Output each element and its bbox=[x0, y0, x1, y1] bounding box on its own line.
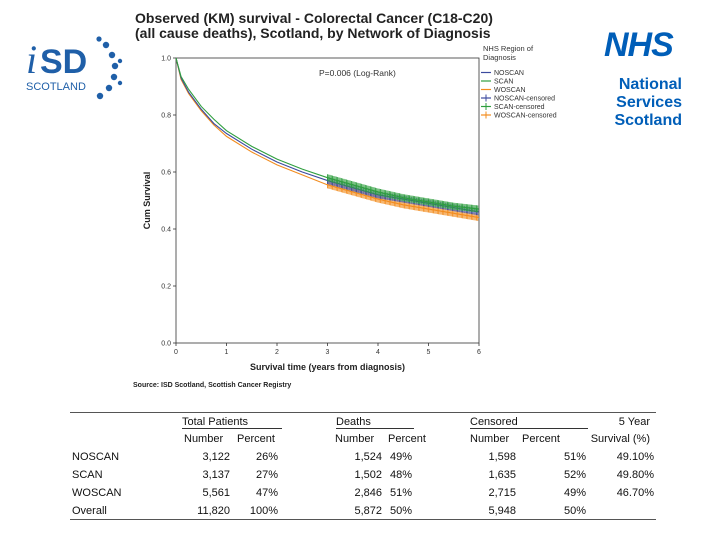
header-censored: Censored bbox=[470, 416, 588, 429]
table-cell-d-n: 1,502 bbox=[354, 469, 382, 481]
table-cell-tp-p: 100% bbox=[249, 505, 278, 517]
table-cell-tp-n: 11,820 bbox=[197, 505, 230, 517]
table-cell-d-n: 1,524 bbox=[354, 451, 382, 463]
table-cell-c-p: 50% bbox=[563, 505, 586, 517]
table-cell-tp-p: 27% bbox=[255, 469, 278, 481]
table-cell-c-p: 52% bbox=[563, 469, 586, 481]
table-cell-c-p: 51% bbox=[563, 451, 586, 463]
subheader-survival: Survival (%) bbox=[590, 433, 650, 445]
chart-title: Observed (KM) survival - Colorectal Canc… bbox=[135, 11, 493, 41]
table-cell-tp-n: 3,122 bbox=[202, 451, 230, 463]
y-tick-label: 1.0 bbox=[161, 56, 171, 63]
nhs-word: NHS bbox=[604, 26, 674, 64]
table-cell-c-n: 1,635 bbox=[488, 469, 516, 481]
x-tick-label: 0 bbox=[174, 349, 178, 356]
isd-logo-graphic: i SD SCOTLAND bbox=[26, 36, 123, 100]
subheader-c-percent: Percent bbox=[522, 433, 560, 445]
km-survival-chart: 0.0 0.2 0.4 0.6 0.8 1.0 0 1 2 3 4 5 6 Survival time (… bbox=[142, 44, 557, 372]
isd-scotland-text: SCOTLAND bbox=[26, 81, 86, 93]
y-tick-label: 0.6 bbox=[161, 170, 171, 177]
table-cell-label: SCAN bbox=[72, 469, 103, 481]
x-tick-label: 4 bbox=[376, 349, 380, 356]
table-cell-label: Overall bbox=[72, 505, 107, 517]
subheader-tp-number: Number bbox=[184, 433, 224, 445]
table-cell-d-n: 5,872 bbox=[354, 505, 382, 517]
legend-entry: SCAN bbox=[494, 79, 513, 86]
table-cell-d-p: 51% bbox=[389, 487, 412, 499]
chart-source: Source: ISD Scotland, Scottish Cancer Re… bbox=[133, 382, 292, 389]
subheader-d-number: Number bbox=[335, 433, 375, 445]
header-deaths: Deaths bbox=[336, 416, 414, 429]
legend-title: NHS Region of bbox=[483, 44, 534, 53]
table-cell-d-p: 49% bbox=[389, 451, 412, 463]
y-tick-label: 0.8 bbox=[161, 113, 171, 120]
svg-text:i: i bbox=[26, 37, 37, 82]
table-cell-tp-n: 3,137 bbox=[202, 469, 230, 481]
table-cell-tp-p: 26% bbox=[255, 451, 278, 463]
x-tick-label: 1 bbox=[225, 349, 229, 356]
chart-title-line1: Observed (KM) survival - Colorectal Canc… bbox=[135, 10, 493, 26]
svg-text:SD: SD bbox=[40, 43, 87, 81]
nhs-line-national: National bbox=[618, 76, 682, 93]
table-cell-s5: 49.10% bbox=[616, 451, 654, 463]
y-tick-label: 0.4 bbox=[161, 227, 171, 234]
nhs-nss-logo: NHS National Services Scotland bbox=[596, 26, 686, 132]
y-tick-label: 0.2 bbox=[161, 284, 171, 291]
subheader-tp-percent: Percent bbox=[237, 433, 275, 445]
legend-entry: NOSCAN bbox=[494, 70, 524, 77]
legend-title: Diagnosis bbox=[483, 53, 516, 62]
censor-marks-scan bbox=[327, 174, 479, 213]
x-axis-label: Survival time (years from diagnosis) bbox=[250, 362, 405, 372]
legend-entry: NOSCAN-censored bbox=[494, 96, 555, 103]
isd-scotland-logo: i SD SCOTLAND bbox=[20, 35, 130, 105]
table-cell-c-n: 2,715 bbox=[488, 487, 516, 499]
x-tick-label: 5 bbox=[427, 349, 431, 356]
table-bottom-rule bbox=[70, 519, 656, 520]
subheader-d-percent: Percent bbox=[388, 433, 426, 445]
header-total-patients: Total Patients bbox=[182, 416, 282, 429]
y-axis-label: Cum Survival bbox=[142, 172, 152, 230]
legend-entry: WOSCAN-censored bbox=[494, 113, 557, 120]
table-cell-c-n: 1,598 bbox=[488, 451, 516, 463]
survival-stats-table: Total Patients Deaths Censored 5 Year Nu… bbox=[70, 410, 656, 520]
x-tick-label: 6 bbox=[477, 349, 481, 356]
logrank-annotation: P=0.006 (Log-Rank) bbox=[319, 68, 396, 78]
y-tick-label: 0.0 bbox=[161, 341, 171, 348]
nhs-line-services: Services bbox=[616, 94, 682, 111]
nhs-wordmark: NHS bbox=[596, 26, 686, 66]
table-cell-d-p: 48% bbox=[389, 469, 412, 481]
x-tick-label: 2 bbox=[275, 349, 279, 356]
table-cell-label: WOSCAN bbox=[72, 487, 122, 499]
nhs-line-scotland: Scotland bbox=[614, 112, 682, 129]
table-cell-d-n: 2,846 bbox=[354, 487, 382, 499]
table-cell-tp-n: 5,561 bbox=[202, 487, 230, 499]
x-tick-label: 3 bbox=[326, 349, 330, 356]
table-top-rule bbox=[70, 412, 656, 413]
survival-chart-panel: Observed (KM) survival - Colorectal Canc… bbox=[129, 8, 597, 393]
header-5year: 5 Year bbox=[618, 416, 650, 428]
table-cell-s5: 46.70% bbox=[616, 487, 654, 499]
table-cell-c-p: 49% bbox=[563, 487, 586, 499]
legend-entry: SCAN-censored bbox=[494, 104, 545, 111]
table-cell-d-p: 50% bbox=[389, 505, 412, 517]
subheader-c-number: Number bbox=[470, 433, 510, 445]
table-cell-s5: 49.80% bbox=[616, 469, 654, 481]
table-cell-tp-p: 47% bbox=[255, 487, 278, 499]
legend-entry: WOSCAN bbox=[494, 87, 526, 94]
table-cell-label: NOSCAN bbox=[72, 451, 120, 463]
table-cell-c-n: 5,948 bbox=[488, 505, 516, 517]
chart-title-line2: (all cause deaths), Scotland, by Network… bbox=[135, 25, 491, 41]
